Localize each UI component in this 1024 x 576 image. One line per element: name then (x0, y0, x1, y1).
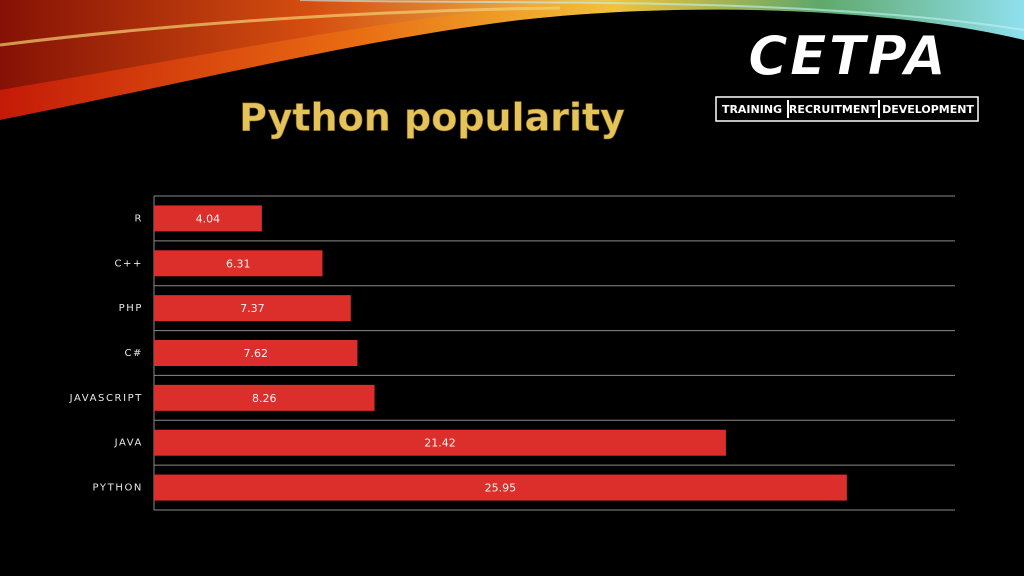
data-label: 8.26 (252, 392, 277, 405)
data-label: 21.42 (424, 437, 456, 450)
logo-tagline: DEVELOPMENT (882, 103, 974, 116)
y-tick-label: PHP (119, 303, 143, 314)
bar (154, 205, 262, 232)
logo: CETPA TRAINING RECRUITMENT DEVELOPMENT (715, 24, 979, 122)
chart-title: Python popularity (239, 96, 625, 140)
bar (154, 295, 351, 322)
y-tick-label: C++ (114, 258, 143, 269)
y-tick-label: C# (124, 348, 143, 359)
bar (154, 474, 847, 501)
y-tick-label: R (134, 213, 143, 224)
data-label: 6.31 (226, 257, 251, 270)
data-label: 25.95 (485, 482, 517, 495)
bar (154, 429, 726, 456)
y-tick-label: JAVA (114, 438, 143, 449)
data-label: 7.62 (243, 347, 268, 360)
logo-tagline: RECRUITMENT (789, 103, 878, 116)
data-label: 7.37 (240, 302, 265, 315)
plot: R 4.04 C++ 6.31 PHP 7.37 C# 7.62 JAVASCRIPT 8.26 J… (69, 195, 955, 511)
decor-streak (0, 6, 561, 47)
bar (154, 384, 375, 411)
logo-tagline-box (715, 96, 979, 122)
y-tick-label: JAVASCRIPT (69, 393, 143, 404)
logo-tagline: TRAINING (722, 103, 782, 116)
y-tick-label: PYTHON (93, 483, 144, 494)
logo-name: CETPA (748, 25, 948, 88)
bar (154, 340, 358, 366)
decor-swoosh (0, 0, 620, 90)
data-label: 4.04 (196, 212, 221, 225)
decor-streak (299, 0, 1024, 31)
bar (154, 250, 323, 277)
